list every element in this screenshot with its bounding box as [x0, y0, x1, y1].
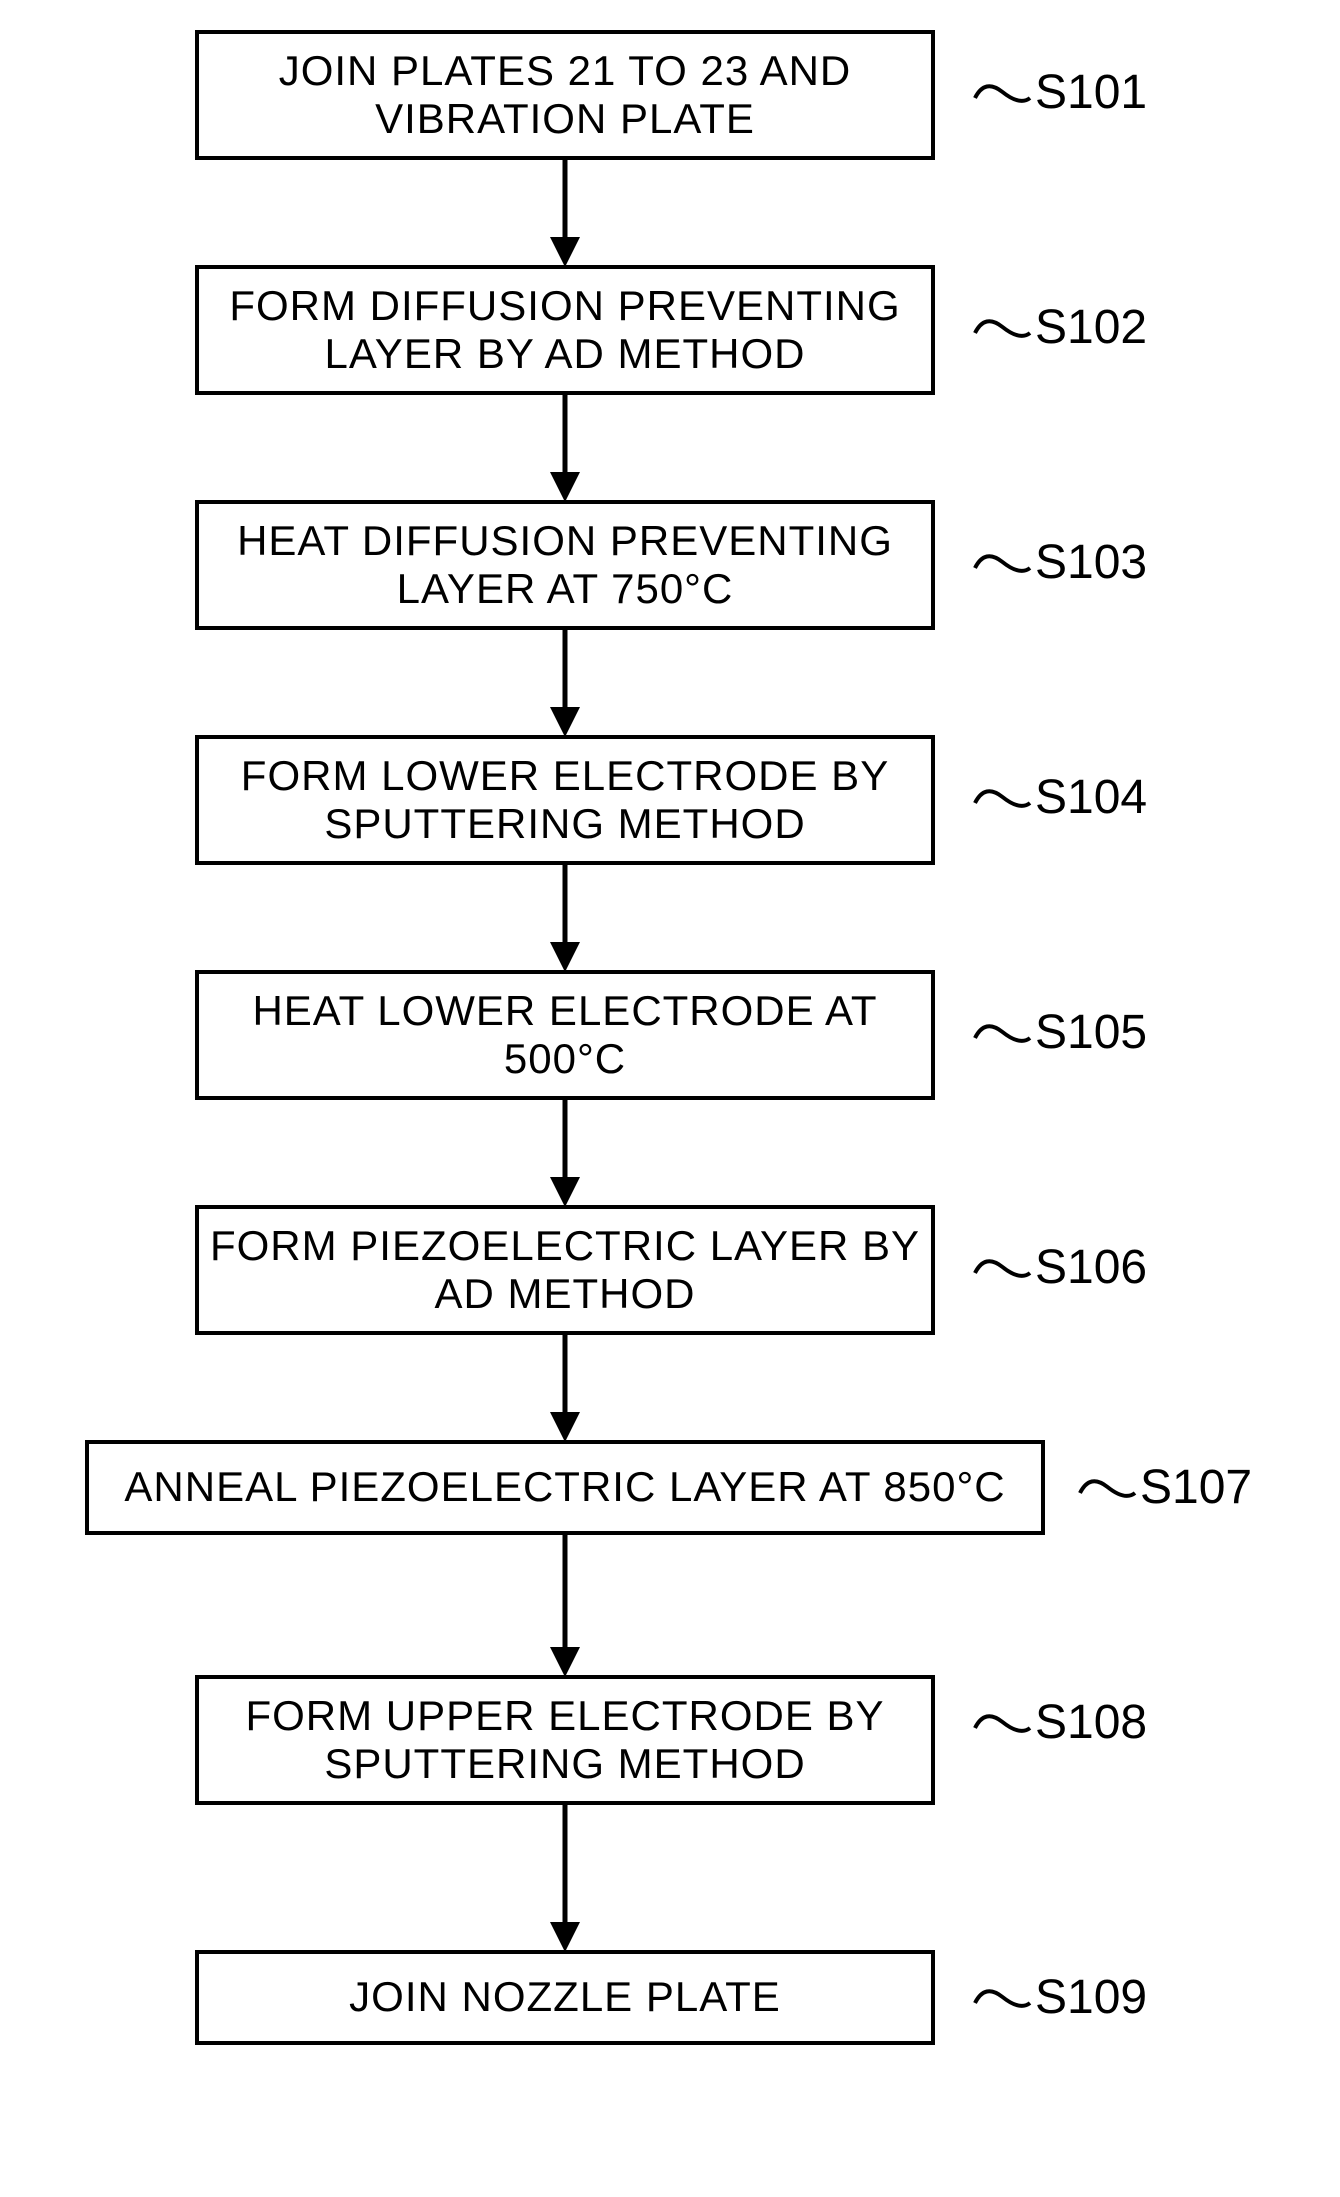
step-s108: FORM UPPER ELECTRODE BY SPUTTERING METHO…: [195, 1675, 935, 1805]
step-text: FORM LOWER ELECTRODE BY SPUTTERING METHO…: [209, 752, 921, 849]
step-s103: HEAT DIFFUSION PREVENTING LAYER AT 750°C: [195, 500, 935, 630]
step-label-s101: S101: [1035, 65, 1147, 120]
step-s102: FORM DIFFUSION PREVENTING LAYER BY AD ME…: [195, 265, 935, 395]
step-text: FORM UPPER ELECTRODE BY SPUTTERING METHO…: [209, 1692, 921, 1789]
step-label-s103: S103: [1035, 535, 1147, 590]
step-label-s104: S104: [1035, 770, 1147, 825]
step-s107: ANNEAL PIEZOELECTRIC LAYER AT 850°C: [85, 1440, 1045, 1535]
step-s105: HEAT LOWER ELECTRODE AT 500°C: [195, 970, 935, 1100]
step-label-s102: S102: [1035, 300, 1147, 355]
step-text: JOIN NOZZLE PLATE: [349, 1973, 781, 2021]
step-label-s109: S109: [1035, 1970, 1147, 2025]
step-text: ANNEAL PIEZOELECTRIC LAYER AT 850°C: [124, 1463, 1005, 1511]
step-s101: JOIN PLATES 21 TO 23 AND VIBRATION PLATE: [195, 30, 935, 160]
step-text: HEAT DIFFUSION PREVENTING LAYER AT 750°C: [209, 517, 921, 614]
step-label-s105: S105: [1035, 1005, 1147, 1060]
step-s104: FORM LOWER ELECTRODE BY SPUTTERING METHO…: [195, 735, 935, 865]
step-label-s106: S106: [1035, 1240, 1147, 1295]
flowchart-container: JOIN PLATES 21 TO 23 AND VIBRATION PLATE…: [0, 0, 1340, 2197]
step-label-s108: S108: [1035, 1695, 1147, 1750]
step-s109: JOIN NOZZLE PLATE: [195, 1950, 935, 2045]
step-text: FORM DIFFUSION PREVENTING LAYER BY AD ME…: [209, 282, 921, 379]
step-text: JOIN PLATES 21 TO 23 AND VIBRATION PLATE: [209, 47, 921, 144]
step-s106: FORM PIEZOELECTRIC LAYER BY AD METHOD: [195, 1205, 935, 1335]
step-label-s107: S107: [1140, 1460, 1252, 1515]
step-text: FORM PIEZOELECTRIC LAYER BY AD METHOD: [209, 1222, 921, 1319]
step-text: HEAT LOWER ELECTRODE AT 500°C: [209, 987, 921, 1084]
